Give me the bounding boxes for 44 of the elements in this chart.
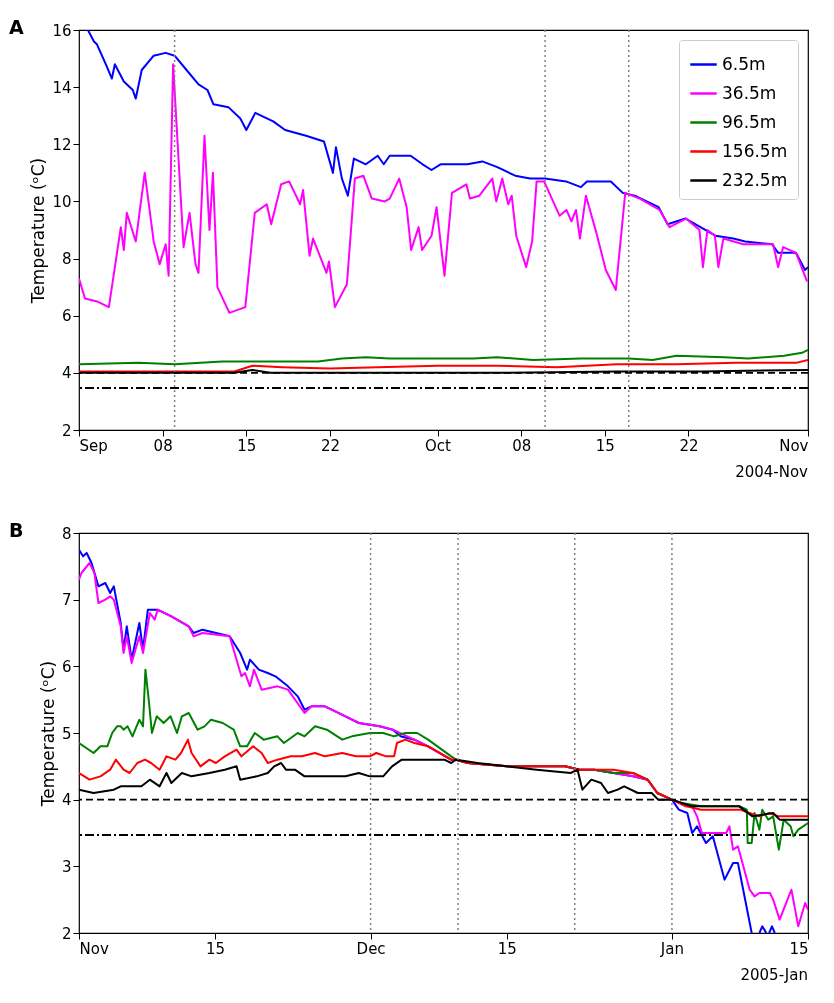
y-tick-label: 6 [61,657,72,676]
y-tick-label: 7 [61,591,72,610]
x-tick-label: Oct [425,436,452,455]
line-series [79,738,808,818]
x-tick-label: 15 [206,939,226,958]
x-tick-label: 15 [595,436,615,455]
y-tick-label: 4 [61,364,72,383]
y-tick-label: 6 [61,307,72,326]
x-tick-label: 22 [320,436,341,455]
x-tick-label: 15 [237,436,257,455]
y-tick-label: 10 [52,192,72,211]
x-tick-label: Dec [356,939,386,958]
line-series [79,349,808,366]
y-tick-label: 3 [61,857,72,876]
y-tick-label: 5 [61,724,72,743]
x-tick-label: 15 [789,939,809,958]
x-tick-label: 08 [512,436,532,455]
line-series [86,30,808,271]
x-tick-label: Sep [79,436,108,455]
x-tick-label: Jan [659,939,684,958]
text: 2005-Jan [740,966,808,984]
legend-label: 96.5m [722,111,777,132]
y-tick-label: 2 [61,421,72,440]
y-axis-title: Temperature (ᵒC) [28,157,49,305]
x-tick-label: 15 [497,939,517,958]
x-tick-label: Nov [79,939,109,958]
y-tick-label: 16 [52,21,72,40]
text: A [9,16,24,38]
legend-label: 36.5m [722,82,777,103]
y-tick-label: 14 [52,78,72,97]
y-tick-label: 8 [61,524,72,543]
x-tick-label: 22 [679,436,699,455]
text: B [9,519,24,541]
legend-label: 156.5m [722,140,788,161]
y-axis-title: Temperature (ᵒC) [37,660,58,808]
legend-label: 6.5m [722,53,766,74]
legend-label: 232.5m [722,169,788,190]
x-tick-label: Nov [779,436,809,455]
text: 2004-Nov [735,463,809,481]
y-tick-label: 12 [52,135,72,154]
y-tick-label: 8 [61,250,72,269]
x-tick-label: 08 [153,436,173,455]
y-tick-label: 4 [61,791,72,810]
y-tick-label: 2 [61,924,72,943]
